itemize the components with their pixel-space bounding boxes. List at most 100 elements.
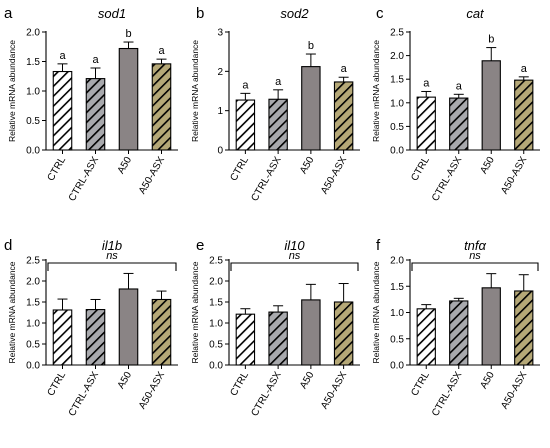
x-tick-label: A50-ASX	[137, 370, 167, 411]
x-tick-label: CTRL	[409, 155, 432, 183]
y-axis-label: Relative mRNA abundance	[371, 261, 381, 363]
y-axis-label: Relative mRNA abundance	[190, 261, 200, 363]
significance-letter: a	[341, 63, 348, 75]
bar	[151, 63, 172, 151]
x-tick-label: CTRL-ASX	[249, 370, 283, 419]
x-tick-label: A50-ASX	[499, 155, 529, 196]
x-tick-label: A50	[478, 370, 497, 391]
significance-letter: b	[308, 40, 314, 52]
ns-label: ns	[469, 250, 481, 262]
y-tick-label: 0.5	[209, 340, 223, 351]
bar	[449, 300, 469, 366]
panel-title: sod1	[98, 6, 126, 21]
y-tick-label: 1.5	[209, 298, 223, 309]
bar	[52, 70, 73, 151]
bar	[118, 288, 139, 366]
x-tick-label: CTRL	[46, 155, 69, 183]
panel-title: il1b	[102, 238, 122, 253]
y-axis-label: Relative mRNA abundance	[371, 40, 381, 142]
x-tick-label: A50	[478, 155, 497, 176]
bar	[449, 97, 469, 151]
y-tick-label: 1.5	[26, 57, 40, 68]
y-tick-label: 0.0	[26, 361, 40, 372]
bar	[301, 299, 321, 366]
y-tick-label: 1.5	[390, 75, 404, 86]
significance-letter: a	[59, 50, 66, 62]
y-tick-label: 2	[217, 67, 223, 78]
x-tick-label: CTRL	[409, 370, 432, 398]
bar	[52, 309, 73, 366]
panel-letter: e	[196, 237, 204, 254]
panel-title: il10	[284, 238, 305, 253]
y-tick-label: 2.0	[390, 51, 404, 62]
bar	[118, 47, 139, 151]
panel-letter: a	[4, 5, 13, 22]
significance-letter: b	[125, 28, 131, 40]
bar	[333, 301, 354, 366]
bar	[151, 298, 172, 366]
panel-title: sod2	[280, 6, 309, 21]
bar	[514, 79, 534, 151]
bar	[235, 99, 256, 151]
panel-e: e il10 Relative mRNA abundance 0.0 0.5 1.0 1.5…	[190, 237, 360, 418]
panel-letter: f	[376, 237, 381, 254]
y-tick-label: 1	[217, 106, 223, 117]
x-tick-label: CTRL-ASX	[67, 370, 101, 419]
panel-b: b sod2 Relative mRNA abundance 0 1 2 3 a CTRL a CT…	[190, 5, 360, 203]
bar	[85, 78, 106, 151]
bar	[235, 313, 256, 366]
x-tick-label: A50	[116, 370, 135, 391]
bar	[333, 81, 354, 151]
significance-letter: a	[242, 79, 249, 91]
y-axis-label: Relative mRNA abundance	[7, 261, 17, 363]
bar	[514, 290, 534, 366]
panel-letter: c	[376, 5, 384, 22]
panel-title: cat	[466, 6, 485, 21]
y-axis-label: Relative mRNA abundance	[7, 40, 17, 142]
ns-label: ns	[106, 250, 118, 262]
y-tick-label: 1.0	[209, 319, 223, 330]
panel-c: c cat Relative mRNA abundance 0.0 0.5 1.0 1.5 2…	[371, 5, 540, 203]
x-tick-label: CTRL	[228, 370, 251, 398]
significance-letter: a	[456, 80, 463, 92]
y-tick-label: 0.5	[390, 122, 404, 133]
ns-bracket	[47, 262, 177, 271]
y-tick-label: 1.0	[26, 319, 40, 330]
bar	[268, 98, 288, 151]
y-tick-label: 1.0	[390, 98, 404, 109]
ns-label: ns	[289, 250, 301, 262]
x-tick-label: CTRL-ASX	[430, 155, 464, 204]
y-tick-label: 2.0	[26, 28, 40, 39]
y-tick-label: 0.0	[390, 361, 404, 372]
bar	[481, 287, 501, 366]
y-axis-label: Relative mRNA abundance	[190, 40, 200, 142]
x-tick-label: CTRL-ASX	[249, 155, 283, 204]
bar	[481, 60, 501, 151]
panel-letter: b	[196, 5, 204, 22]
significance-letter: a	[92, 54, 99, 66]
x-tick-label: A50	[116, 155, 135, 176]
panel-title: tnfα	[464, 238, 486, 253]
ns-bracket	[411, 262, 539, 271]
y-tick-label: 1.5	[26, 298, 40, 309]
y-tick-label: 1.0	[390, 308, 404, 319]
y-tick-label: 2.5	[390, 28, 404, 39]
y-tick-label: 0.5	[26, 116, 40, 127]
x-tick-label: A50-ASX	[319, 155, 349, 196]
significance-letter: a	[521, 63, 528, 75]
x-tick-label: A50-ASX	[319, 370, 349, 411]
y-tick-label: 2.0	[209, 277, 223, 288]
x-tick-label: CTRL	[46, 370, 69, 398]
y-tick-label: 2.5	[26, 256, 40, 267]
y-tick-label: 1.5	[390, 282, 404, 293]
panel-letter: d	[4, 237, 12, 254]
x-tick-label: A50	[298, 370, 317, 391]
significance-letter: a	[423, 77, 430, 89]
significance-letter: b	[488, 34, 494, 46]
y-tick-label: 3	[217, 28, 223, 39]
x-tick-label: CTRL-ASX	[67, 155, 101, 204]
panel-d: d il1b Relative mRNA abundance 0.0 0.5 1.0 1.5…	[4, 237, 178, 418]
bar	[416, 96, 436, 151]
bar	[85, 309, 106, 366]
